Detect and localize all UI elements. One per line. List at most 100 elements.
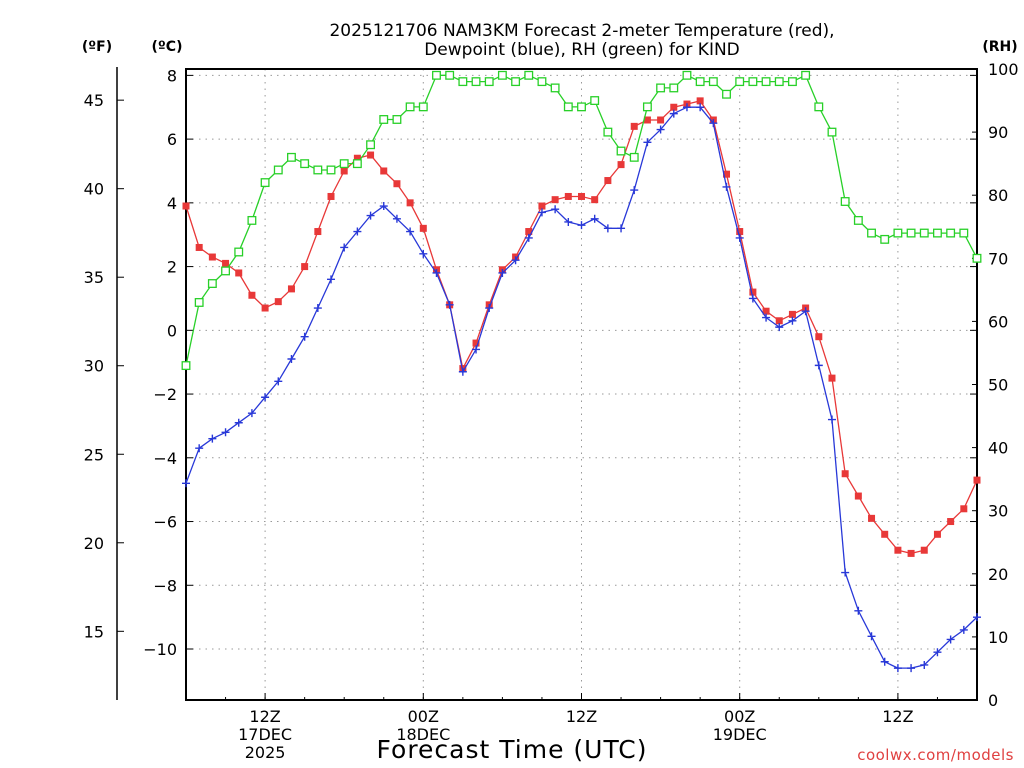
dewpoint-point [234,418,243,427]
rh-point [537,77,547,87]
dewpoint-point [841,568,850,577]
rh-point [722,89,731,99]
fahrenheit-tick-label: 30 [84,357,104,376]
fahrenheit-tick-label: 40 [84,180,104,199]
rh-point [827,127,837,137]
dewpoint-point [313,304,322,313]
dewpoint-point [247,409,256,418]
time-tick-label: 00Z [408,707,439,726]
rh-tick-label: 40 [988,439,1008,458]
rh-point [748,77,758,87]
rh-point [497,70,507,80]
temperature-point [538,202,546,210]
dewpoint-point [788,316,797,325]
rh-unit-label: (RH) [982,39,1017,55]
dewpoint-point [340,243,349,252]
temperature-point [894,546,902,554]
time-tick-label: 18DEC [396,725,450,744]
temperature-point [591,196,599,204]
celsius-unit-label: (ºC) [152,39,183,55]
temperature-point [736,228,744,236]
rh-point [550,83,560,93]
rh-point [273,165,283,175]
temperature-point [208,253,216,261]
rh-point [774,77,784,87]
dewpoint-point [182,479,190,488]
temperature-point [248,291,256,299]
dewpoint-point [419,249,428,258]
temperature-point [367,151,375,159]
dewpoint-point [722,182,731,191]
rh-point [642,102,652,112]
dewpoint-point [630,186,639,195]
dewpoint-point [564,217,573,226]
temperature-point [353,154,361,162]
temperature-point [261,304,269,312]
rh-point [893,228,903,238]
rh-point [603,127,613,137]
fahrenheit-tick-label: 15 [84,622,104,641]
temperature-point [301,263,309,271]
rh-point [458,77,468,87]
dewpoint-point [195,444,204,453]
dewpoint-point [801,307,810,316]
temperature-point [643,116,651,124]
rh-tick-label: 10 [988,628,1008,647]
temperature-point [617,161,625,169]
credit-text: coolwx.com/models [857,746,1014,764]
dewpoint-point [893,664,902,673]
rh-point [484,77,494,87]
temperature-point [525,228,533,236]
rh-point [471,77,481,87]
celsius-tick-label: 0 [167,321,177,340]
dewpoint-point [762,313,771,322]
rh-tick-label: 80 [988,186,1008,205]
rh-tick-label: 90 [988,123,1008,142]
rh-point [867,228,876,238]
temperature-point [749,288,757,296]
dewpoint-point [696,103,705,112]
rh-point [313,165,323,175]
rh-point [405,102,415,112]
dewpoint-point [551,205,560,214]
rh-point [629,152,639,162]
dewpoint-point [920,660,929,669]
dewpoint-point [748,294,757,303]
dewpoint-point [261,393,270,402]
celsius-tick-label: 4 [167,194,177,213]
dewpoint-point [221,428,230,437]
rh-point [972,253,982,263]
dewpoint-point [682,103,691,112]
rh-point [392,115,402,124]
temperature-point [960,505,968,513]
rh-point [577,102,586,112]
rh-point [300,159,310,169]
dewpoint-point [880,657,889,666]
dewpoint-point [472,345,481,354]
dewpoint-point [537,208,546,217]
dewpoint-point [827,415,836,424]
rh-point [616,146,626,156]
temperature-point [828,374,836,382]
time-tick-label: 00Z [724,707,755,726]
rh-tick-label: 50 [988,376,1008,395]
dewpoint-point [617,224,626,233]
temperature-point [182,202,190,210]
rh-point [656,83,666,93]
time-tick-label: 12Z [249,707,280,726]
temperature-point [604,177,612,185]
rh-point [708,77,718,87]
temperature-point [920,546,928,554]
temperature-point [868,514,876,522]
temperature-point [222,259,230,267]
dewpoint-point [867,632,876,641]
rh-point [590,96,600,105]
time-tick-label: 17DEC [238,725,292,744]
dewpoint-point [287,355,296,364]
time-tick-label: 2025 [245,743,286,762]
dewpoint-point [669,109,678,118]
fahrenheit-tick-label: 20 [84,534,104,553]
rh-point [339,159,349,169]
series-dewpoint [182,103,981,673]
